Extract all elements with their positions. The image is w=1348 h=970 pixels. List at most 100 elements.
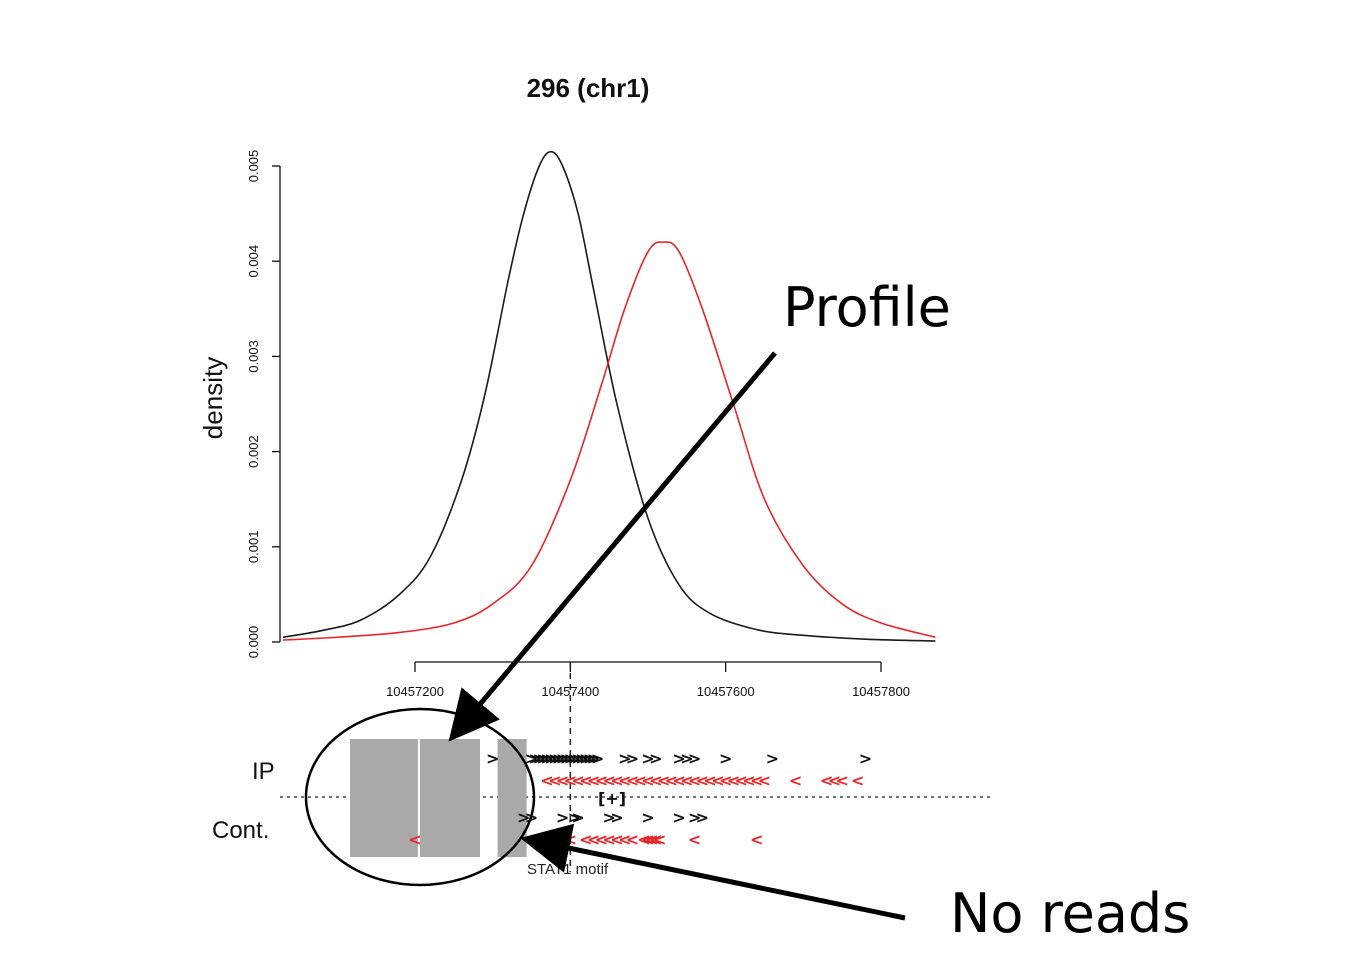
ip-plus-read: >	[525, 749, 538, 768]
control-minus-read: <	[649, 830, 662, 849]
ip-minus-read: <	[789, 771, 802, 790]
ip-minus-read: <	[750, 771, 763, 790]
ip-plus-read: >	[859, 749, 872, 768]
ip-plus-read: >	[544, 749, 557, 768]
ip-plus-read: >	[688, 749, 701, 768]
control-minus-read: <	[579, 830, 592, 849]
control-minus-read: <	[595, 830, 608, 849]
ip-density-line	[282, 150, 936, 642]
control-minus-read: <	[626, 830, 639, 849]
read-tracks: IP Cont. > >>>>>>>>>>>>>>>>>> >> >> >>> > > ><<…	[212, 739, 990, 878]
control-plus-read: >	[556, 808, 569, 827]
control-plus-read: >	[641, 808, 654, 827]
y-tick-label: 0.004	[246, 245, 261, 278]
profile-arrow	[448, 351, 777, 742]
ip-minus-read: <	[711, 771, 724, 790]
ip-minus-read: <	[571, 771, 584, 790]
no-reads-annotation: No reads	[950, 882, 1190, 945]
ip-plus-read: >	[486, 749, 499, 768]
y-tick-label: 0.005	[246, 150, 261, 183]
ip-plus-read: >	[649, 749, 662, 768]
control-minus-read: <	[645, 830, 658, 849]
control-plus-read: >	[696, 808, 709, 827]
x-ticks: 10457200 10457400 10457600 10457800	[386, 662, 910, 699]
ip-minus-read: <	[540, 771, 553, 790]
ip-plus-read: >	[680, 749, 693, 768]
density-curves	[282, 150, 936, 642]
ip-minus-read: <	[610, 771, 623, 790]
ip-minus-read: <	[742, 771, 755, 790]
y-tick-label: 0.002	[246, 435, 261, 468]
ip-minus-read: <	[564, 771, 577, 790]
ip-minus-read: <	[851, 771, 864, 790]
ip-minus-read: <	[828, 771, 841, 790]
ip-plus-read: >	[672, 749, 685, 768]
ip-minus-read: <	[602, 771, 615, 790]
ip-minus-read: <	[758, 771, 771, 790]
ip-minus-read: <	[835, 771, 848, 790]
ip-minus-read: <	[587, 771, 600, 790]
ip-minus-read: <	[680, 771, 693, 790]
control-plus-read: >	[568, 808, 581, 827]
ip-plus-read: >	[533, 749, 546, 768]
read-glyphs: > >>>>>>>>>>>>>>>>>> >> >> >>> > > ><<<<<<<<<<<…	[408, 749, 872, 849]
ip-plus-read: >	[536, 749, 549, 768]
ip-plus-read: >	[548, 749, 561, 768]
ip-minus-read: <	[696, 771, 709, 790]
y-axis: 0.000 0.001 0.002 0.003 0.004 0.005	[246, 150, 281, 659]
ip-minus-read: <	[688, 771, 701, 790]
control-plus-read: >	[571, 808, 584, 827]
ip-minus-read: <	[595, 771, 608, 790]
ip-minus-read: <	[820, 771, 833, 790]
control-minus-read: <	[750, 830, 763, 849]
annotations: Profile No reads	[304, 276, 1190, 945]
y-ticks: 0.000 0.001 0.002 0.003 0.004 0.005	[246, 150, 280, 659]
control-minus-read: <	[653, 830, 666, 849]
ip-plus-read: >	[552, 749, 565, 768]
ip-plus-read: >	[575, 749, 588, 768]
y-tick-label: 0.000	[246, 626, 261, 659]
control-minus-read: <	[618, 830, 631, 849]
ip-plus-read: >	[529, 749, 542, 768]
ip-plus-read: >	[719, 749, 732, 768]
y-tick-label: 0.001	[246, 531, 261, 564]
x-tick-label: 10457200	[386, 684, 444, 699]
control-plus-read: >	[610, 808, 623, 827]
y-tick-label: 0.003	[246, 340, 261, 373]
no-read-block	[349, 739, 418, 857]
ip-minus-read: <	[641, 771, 654, 790]
control-plus-read: >	[672, 808, 685, 827]
ip-minus-read: <	[548, 771, 561, 790]
control-plus-read: >	[688, 808, 701, 827]
ip-plus-read: >	[556, 749, 569, 768]
control-plus-read: >	[602, 808, 615, 827]
ip-track-label: IP	[252, 758, 275, 785]
ip-plus-read: >	[564, 749, 577, 768]
no-read-block	[419, 739, 481, 857]
ip-plus-read: >	[626, 749, 639, 768]
no-reads-arrow	[520, 823, 906, 921]
ip-minus-read: <	[657, 771, 670, 790]
ip-plus-read: >	[568, 749, 581, 768]
x-tick-label: 10457600	[697, 684, 755, 699]
y-axis-label: density	[198, 357, 228, 439]
control-plus-read: >	[517, 808, 530, 827]
control-minus-read: <	[408, 830, 421, 849]
ip-plus-read: >	[560, 749, 573, 768]
control-track-label: Cont.	[212, 817, 269, 844]
ip-minus-read: <	[703, 771, 716, 790]
ip-minus-read: <	[727, 771, 740, 790]
ip-minus-read: <	[618, 771, 631, 790]
x-tick-label: 10457800	[852, 684, 910, 699]
ip-plus-read: >	[571, 749, 584, 768]
ip-minus-read: <	[649, 771, 662, 790]
ip-plus-read: >	[583, 749, 596, 768]
control-minus-read: <	[688, 830, 701, 849]
motif-label: STAT1 motif	[527, 861, 609, 878]
ip-minus-read: <	[734, 771, 747, 790]
motif-strand-bracket: [+]	[598, 789, 626, 808]
ip-minus-read: <	[626, 771, 639, 790]
ip-plus-read: >	[591, 749, 604, 768]
ip-plus-read: >	[540, 749, 553, 768]
